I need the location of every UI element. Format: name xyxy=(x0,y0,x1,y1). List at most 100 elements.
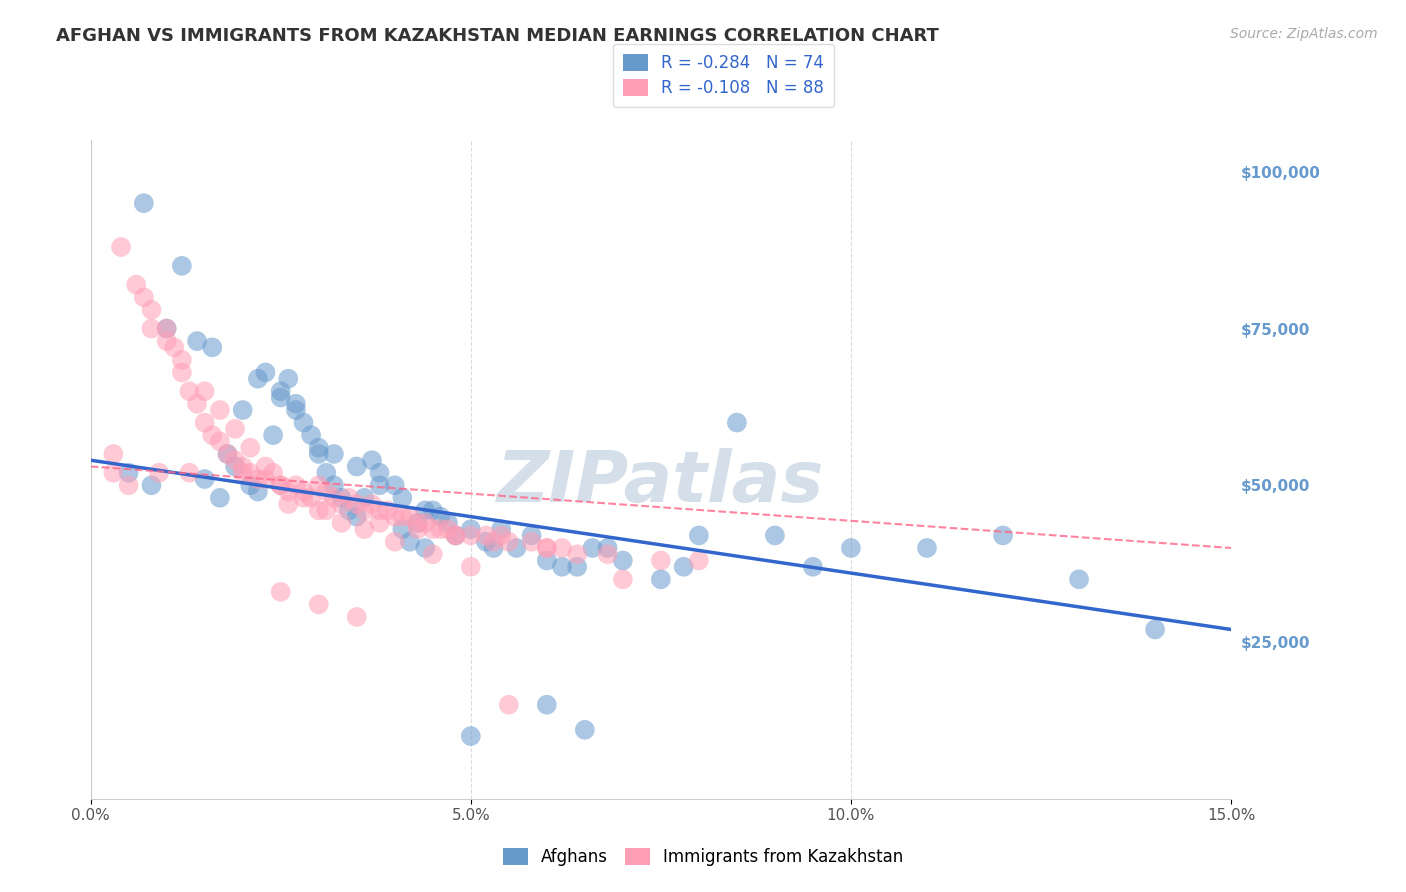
Immigrants from Kazakhstan xyxy=(612,572,634,586)
Afghans xyxy=(246,484,269,499)
Immigrants from Kazakhstan xyxy=(346,497,368,511)
Immigrants from Kazakhstan xyxy=(292,484,315,499)
Immigrants from Kazakhstan xyxy=(353,522,375,536)
Immigrants from Kazakhstan xyxy=(489,528,512,542)
Immigrants from Kazakhstan xyxy=(117,478,139,492)
Immigrants from Kazakhstan xyxy=(141,302,163,317)
Immigrants from Kazakhstan xyxy=(156,321,179,335)
Afghans xyxy=(156,321,179,335)
Afghans xyxy=(399,534,422,549)
Immigrants from Kazakhstan xyxy=(132,290,155,304)
Immigrants from Kazakhstan xyxy=(596,547,619,561)
Immigrants from Kazakhstan xyxy=(284,478,307,492)
Immigrants from Kazakhstan xyxy=(110,240,132,254)
Immigrants from Kazakhstan xyxy=(353,503,375,517)
Afghans xyxy=(353,491,375,505)
Immigrants from Kazakhstan xyxy=(194,384,217,399)
Afghans xyxy=(132,196,155,211)
Afghans xyxy=(292,416,315,430)
Immigrants from Kazakhstan xyxy=(384,509,406,524)
Afghans xyxy=(322,478,344,492)
Immigrants from Kazakhstan xyxy=(567,547,589,561)
Afghans xyxy=(346,459,368,474)
Immigrants from Kazakhstan xyxy=(254,459,277,474)
Immigrants from Kazakhstan xyxy=(239,466,262,480)
Afghans xyxy=(482,541,505,555)
Afghans xyxy=(839,541,862,555)
Immigrants from Kazakhstan xyxy=(460,528,482,542)
Afghans xyxy=(429,509,451,524)
Immigrants from Kazakhstan xyxy=(232,459,254,474)
Afghans xyxy=(330,491,353,505)
Afghans xyxy=(581,541,603,555)
Afghans xyxy=(337,503,360,517)
Afghans xyxy=(208,491,231,505)
Immigrants from Kazakhstan xyxy=(375,503,398,517)
Afghans xyxy=(284,397,307,411)
Immigrants from Kazakhstan xyxy=(179,466,201,480)
Immigrants from Kazakhstan xyxy=(361,497,384,511)
Afghans xyxy=(672,559,695,574)
Immigrants from Kazakhstan xyxy=(498,698,520,712)
Immigrants from Kazakhstan xyxy=(246,472,269,486)
Afghans xyxy=(217,447,239,461)
Afghans xyxy=(308,447,330,461)
Immigrants from Kazakhstan xyxy=(208,403,231,417)
Afghans xyxy=(194,472,217,486)
Afghans xyxy=(520,528,543,542)
Legend: R = -0.284   N = 74, R = -0.108   N = 88: R = -0.284 N = 74, R = -0.108 N = 88 xyxy=(613,44,834,107)
Immigrants from Kazakhstan xyxy=(201,428,224,442)
Immigrants from Kazakhstan xyxy=(277,484,299,499)
Immigrants from Kazakhstan xyxy=(536,541,558,555)
Afghans xyxy=(536,553,558,567)
Afghans xyxy=(574,723,596,737)
Immigrants from Kazakhstan xyxy=(536,541,558,555)
Immigrants from Kazakhstan xyxy=(299,491,322,505)
Immigrants from Kazakhstan xyxy=(520,534,543,549)
Afghans xyxy=(413,503,436,517)
Afghans xyxy=(315,466,337,480)
Afghans xyxy=(915,541,938,555)
Immigrants from Kazakhstan xyxy=(262,466,284,480)
Afghans xyxy=(246,372,269,386)
Immigrants from Kazakhstan xyxy=(437,522,460,536)
Afghans xyxy=(262,428,284,442)
Immigrants from Kazakhstan xyxy=(429,522,451,536)
Immigrants from Kazakhstan xyxy=(308,503,330,517)
Afghans xyxy=(437,516,460,530)
Afghans xyxy=(391,491,413,505)
Afghans xyxy=(346,509,368,524)
Afghans xyxy=(725,416,748,430)
Immigrants from Kazakhstan xyxy=(482,534,505,549)
Afghans xyxy=(284,403,307,417)
Immigrants from Kazakhstan xyxy=(422,547,444,561)
Immigrants from Kazakhstan xyxy=(208,434,231,449)
Afghans xyxy=(422,503,444,517)
Afghans xyxy=(1144,623,1167,637)
Afghans xyxy=(406,516,429,530)
Immigrants from Kazakhstan xyxy=(308,478,330,492)
Immigrants from Kazakhstan xyxy=(315,484,337,499)
Afghans xyxy=(475,534,498,549)
Afghans xyxy=(299,428,322,442)
Immigrants from Kazakhstan xyxy=(277,497,299,511)
Immigrants from Kazakhstan xyxy=(368,516,391,530)
Afghans xyxy=(489,522,512,536)
Immigrants from Kazakhstan xyxy=(125,277,148,292)
Immigrants from Kazakhstan xyxy=(444,528,467,542)
Immigrants from Kazakhstan xyxy=(103,466,125,480)
Afghans xyxy=(186,334,208,348)
Immigrants from Kazakhstan xyxy=(156,334,179,348)
Afghans xyxy=(551,559,574,574)
Afghans xyxy=(239,478,262,492)
Afghans xyxy=(444,528,467,542)
Immigrants from Kazakhstan xyxy=(315,503,337,517)
Afghans xyxy=(801,559,824,574)
Immigrants from Kazakhstan xyxy=(650,553,672,567)
Immigrants from Kazakhstan xyxy=(322,491,344,505)
Afghans xyxy=(505,541,527,555)
Immigrants from Kazakhstan xyxy=(148,466,170,480)
Immigrants from Kazakhstan xyxy=(141,321,163,335)
Afghans xyxy=(650,572,672,586)
Legend: Afghans, Immigrants from Kazakhstan: Afghans, Immigrants from Kazakhstan xyxy=(495,840,911,875)
